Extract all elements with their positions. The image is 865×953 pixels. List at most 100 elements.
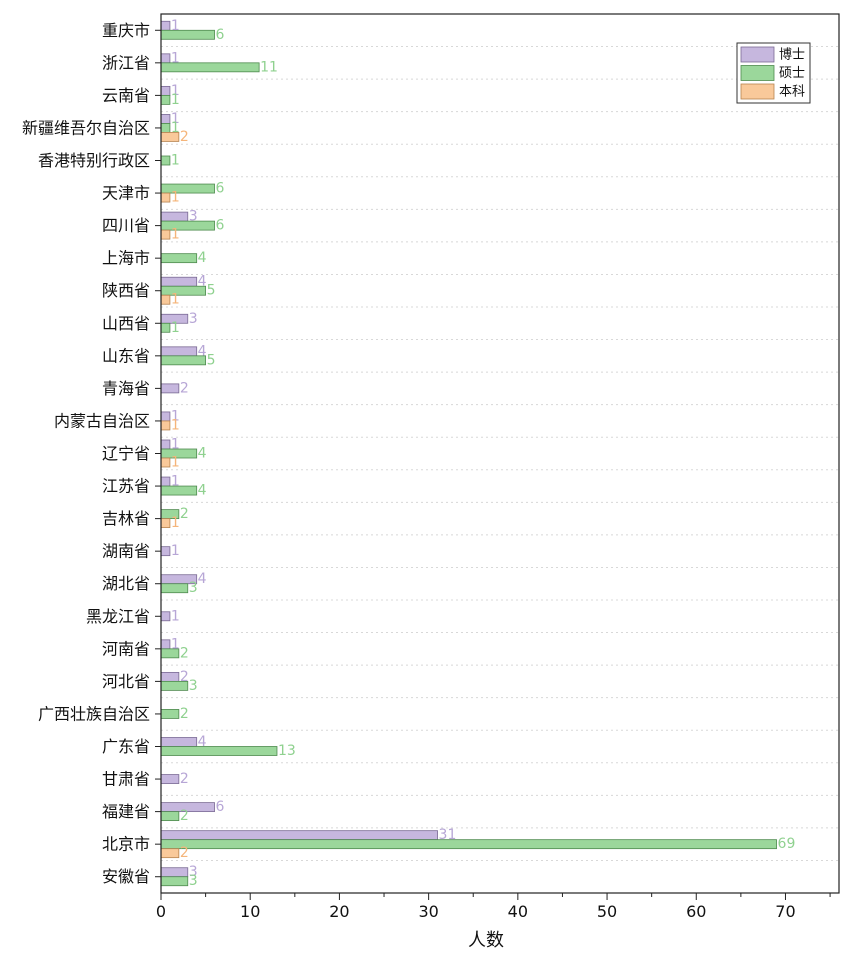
data-label: 13 <box>278 743 296 759</box>
bar-硕士 <box>160 183 215 194</box>
y-tick-label: 陕西省 <box>102 281 150 300</box>
x-axis-title: 人数 <box>468 930 504 951</box>
y-tick-label: 湖南省 <box>102 542 150 561</box>
bar-博士 <box>160 85 171 96</box>
data-label: 4 <box>198 734 207 750</box>
data-label: 2 <box>180 645 189 661</box>
bar-本科 <box>160 848 180 859</box>
bar-博士 <box>160 411 171 422</box>
x-tick-label: 70 <box>775 902 795 921</box>
bar-博士 <box>160 546 171 557</box>
bar-博士 <box>160 476 171 487</box>
y-tick-label: 福建省 <box>102 802 150 821</box>
data-label: 4 <box>198 571 207 587</box>
data-label: 4 <box>198 250 207 266</box>
bar-博士 <box>160 611 171 622</box>
data-label: 2 <box>180 845 189 861</box>
data-label: 1 <box>171 417 180 433</box>
x-tick-label: 30 <box>418 902 438 921</box>
bar-本科 <box>160 192 171 203</box>
data-label: 1 <box>171 111 180 127</box>
x-tick-label: 40 <box>508 902 528 921</box>
y-axis: 重庆市浙江省云南省新疆维吾尔自治区香港特别行政区天津市四川省上海市陕西省山西省山… <box>22 21 161 886</box>
bar-博士 <box>160 439 171 450</box>
data-label: 2 <box>180 506 189 522</box>
data-label: 5 <box>207 352 216 368</box>
data-label: 1 <box>171 515 180 531</box>
data-label: 1 <box>171 190 180 206</box>
data-labels: 1611111112161361445131452111411421143112… <box>171 18 795 889</box>
bar-博士 <box>160 346 198 357</box>
y-tick-label: 内蒙古自治区 <box>54 411 150 430</box>
bar-博士 <box>160 211 189 222</box>
data-label: 3 <box>189 580 198 596</box>
x-tick-label: 0 <box>156 902 166 921</box>
legend-label: 硕士 <box>779 66 805 81</box>
y-tick-label: 青海省 <box>102 379 150 398</box>
y-tick-label: 新疆维吾尔自治区 <box>22 118 150 137</box>
bar-本科 <box>160 518 171 529</box>
data-label: 3 <box>189 864 198 880</box>
y-tick-label: 黑龙江省 <box>86 607 150 626</box>
data-label: 1 <box>171 120 180 136</box>
legend-swatch <box>740 46 775 63</box>
bar-硕士 <box>160 155 171 166</box>
bar-博士 <box>160 276 198 287</box>
bar-硕士 <box>160 876 189 887</box>
data-label: 3 <box>189 678 198 694</box>
data-label: 1 <box>171 292 180 308</box>
bar-硕士 <box>160 322 171 333</box>
y-tick-label: 云南省 <box>102 86 150 105</box>
y-tick-label: 安徽省 <box>102 867 150 886</box>
data-label: 1 <box>171 455 180 471</box>
bar-博士 <box>160 383 180 394</box>
x-tick-label: 60 <box>686 902 706 921</box>
y-tick-label: 山西省 <box>102 314 150 333</box>
data-label: 4 <box>198 274 207 290</box>
y-tick-label: 甘肃省 <box>102 770 150 789</box>
data-label: 1 <box>171 92 180 108</box>
data-label: 1 <box>171 153 180 169</box>
data-label: 6 <box>216 27 225 43</box>
data-label: 11 <box>260 59 278 75</box>
bar-博士 <box>160 639 171 650</box>
bar-本科 <box>160 420 171 431</box>
data-label: 3 <box>189 209 198 225</box>
y-tick-label: 江苏省 <box>102 477 150 496</box>
y-tick-label: 河南省 <box>102 639 150 658</box>
y-tick-label: 广东省 <box>102 737 150 756</box>
data-label: 1 <box>171 474 180 490</box>
data-label: 1 <box>171 18 180 34</box>
data-label: 31 <box>439 827 457 843</box>
bar-博士 <box>160 737 198 747</box>
data-label: 6 <box>216 799 225 815</box>
bar-博士 <box>160 20 171 31</box>
x-tick-label: 10 <box>240 902 260 921</box>
y-tick-label: 天津市 <box>102 184 150 203</box>
data-label: 2 <box>180 669 189 685</box>
bar-博士 <box>160 830 438 841</box>
legend-swatch <box>740 83 775 100</box>
data-label: 4 <box>198 343 207 359</box>
data-label: 1 <box>171 320 180 336</box>
data-label: 6 <box>216 181 225 197</box>
bar-本科 <box>160 294 171 305</box>
bar-硕士 <box>160 746 278 756</box>
x-axis: 0 10 20 30 40 50 60 70 <box>156 893 831 921</box>
data-label: 6 <box>216 218 225 234</box>
bar-硕士 <box>160 94 171 105</box>
y-tick-label: 山东省 <box>102 346 150 365</box>
data-label: 2 <box>180 380 189 396</box>
data-label: 4 <box>198 483 207 499</box>
data-label: 1 <box>171 543 180 559</box>
bar-博士 <box>160 671 180 682</box>
legend-label: 博士 <box>779 48 805 63</box>
data-label: 2 <box>180 129 189 145</box>
bar-硕士 <box>160 709 180 719</box>
data-label: 2 <box>180 771 189 787</box>
bar-硕士 <box>160 583 189 594</box>
data-label: 3 <box>189 311 198 327</box>
bar-硕士 <box>160 811 180 822</box>
